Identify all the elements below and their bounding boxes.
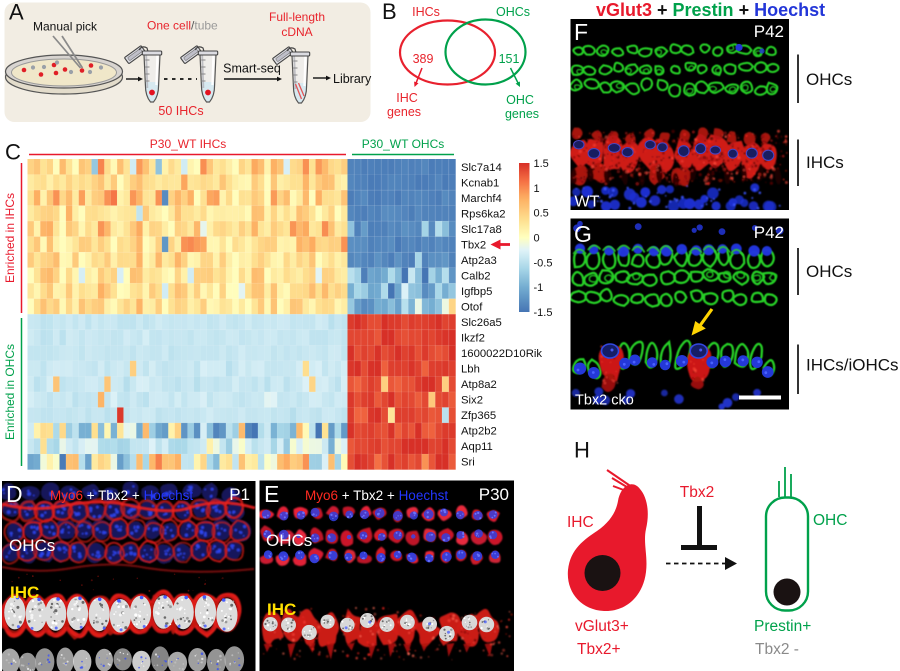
svg-text:P42: P42 [754, 22, 784, 41]
svg-text:OHCs: OHCs [496, 5, 530, 19]
svg-text:Aqp11: Aqp11 [461, 441, 493, 453]
svg-text:Atp8a2: Atp8a2 [461, 379, 497, 391]
svg-text:0.5: 0.5 [534, 208, 549, 220]
svg-text:IHCs: IHCs [412, 5, 440, 19]
svg-text:IHC: IHC [10, 583, 39, 602]
svg-text:P30_WT OHCs: P30_WT OHCs [362, 137, 444, 151]
svg-text:One cell/tube: One cell/tube [147, 19, 218, 33]
svg-text:-1.5: -1.5 [534, 307, 553, 319]
svg-text:151: 151 [499, 52, 520, 66]
svg-text:Tbx2: Tbx2 [461, 239, 486, 251]
svg-text:389: 389 [413, 52, 434, 66]
svg-text:Atp2b2: Atp2b2 [461, 426, 497, 438]
svg-text:H: H [574, 438, 590, 463]
svg-text:IHC: IHC [267, 600, 296, 619]
svg-text:IHCs/iOHCs: IHCs/iOHCs [806, 356, 899, 375]
svg-text:C: C [5, 140, 21, 165]
svg-text:OHCs: OHCs [266, 531, 312, 550]
svg-text:Lbh: Lbh [461, 364, 480, 376]
svg-text:P30: P30 [479, 485, 509, 504]
svg-text:OHC: OHC [813, 512, 847, 529]
svg-text:Atp2a3: Atp2a3 [461, 255, 497, 267]
svg-text:D: D [6, 481, 23, 507]
svg-text:Calb2: Calb2 [461, 270, 491, 282]
svg-text:vGlut3 + Prestin + Hoechst: vGlut3 + Prestin + Hoechst [596, 0, 825, 20]
svg-text:Tbx2 cko: Tbx2 cko [575, 393, 634, 409]
svg-text:Rps6ka2: Rps6ka2 [461, 208, 506, 220]
svg-text:Slc17a8: Slc17a8 [461, 224, 502, 236]
svg-text:Tbx2: Tbx2 [680, 484, 714, 501]
svg-text:Manual pick: Manual pick [33, 20, 98, 34]
svg-text:P30_WT IHCs: P30_WT IHCs [150, 137, 226, 151]
svg-text:Prestin+: Prestin+ [754, 618, 811, 635]
svg-text:B: B [382, 0, 397, 24]
svg-text:Tbx2 -: Tbx2 - [755, 641, 799, 658]
svg-text:Slc7a14: Slc7a14 [461, 162, 502, 174]
svg-text:Six2: Six2 [461, 395, 483, 407]
svg-text:Otof: Otof [461, 302, 483, 314]
svg-text:1600022D10Rik: 1600022D10Rik [461, 348, 542, 360]
svg-text:genes: genes [505, 107, 539, 121]
svg-text:Slc26a5: Slc26a5 [461, 317, 502, 329]
svg-text:IHC: IHC [396, 91, 418, 105]
svg-text:Myo6 + Tbx2 + Hoechst: Myo6 + Tbx2 + Hoechst [305, 488, 448, 503]
svg-text:OHCs: OHCs [806, 70, 852, 89]
svg-text:genes: genes [387, 105, 421, 119]
svg-text:Myo6 + Tbx2 + Hoechst: Myo6 + Tbx2 + Hoechst [50, 488, 193, 503]
svg-text:F: F [574, 19, 588, 45]
svg-text:-1: -1 [534, 282, 544, 294]
svg-text:Kcnab1: Kcnab1 [461, 177, 499, 189]
svg-text:OHCs: OHCs [806, 262, 852, 281]
svg-text:cDNA: cDNA [281, 25, 312, 39]
svg-text:Enriched in OHCs: Enriched in OHCs [3, 344, 17, 440]
svg-text:Library: Library [333, 72, 372, 86]
svg-text:Zfp365: Zfp365 [461, 410, 496, 422]
svg-text:Tbx2+: Tbx2+ [577, 641, 621, 658]
svg-text:P1: P1 [229, 485, 250, 504]
svg-text:1.5: 1.5 [534, 158, 549, 170]
svg-text:P42: P42 [754, 223, 784, 242]
svg-text:IHC: IHC [567, 514, 594, 531]
svg-text:Sri: Sri [461, 457, 475, 469]
svg-text:A: A [9, 0, 24, 25]
svg-text:E: E [264, 481, 279, 507]
svg-text:vGlut3+: vGlut3+ [575, 618, 629, 635]
svg-text:OHCs: OHCs [9, 536, 55, 555]
svg-text:-0.5: -0.5 [534, 257, 553, 269]
svg-text:Smart-seq: Smart-seq [223, 62, 281, 76]
svg-text:Enriched in IHCs: Enriched in IHCs [3, 193, 17, 283]
svg-text:OHC: OHC [506, 93, 534, 107]
svg-text:1: 1 [534, 183, 540, 195]
svg-text:G: G [574, 221, 592, 247]
svg-text:WT: WT [575, 194, 600, 211]
svg-text:Igfbp5: Igfbp5 [461, 286, 492, 298]
svg-text:Full-length: Full-length [269, 10, 325, 24]
svg-text:0: 0 [534, 233, 540, 245]
svg-text:Marchf4: Marchf4 [461, 193, 502, 205]
svg-text:Ikzf2: Ikzf2 [461, 333, 485, 345]
svg-text:IHCs: IHCs [806, 153, 844, 172]
svg-text:50 IHCs: 50 IHCs [158, 104, 203, 118]
